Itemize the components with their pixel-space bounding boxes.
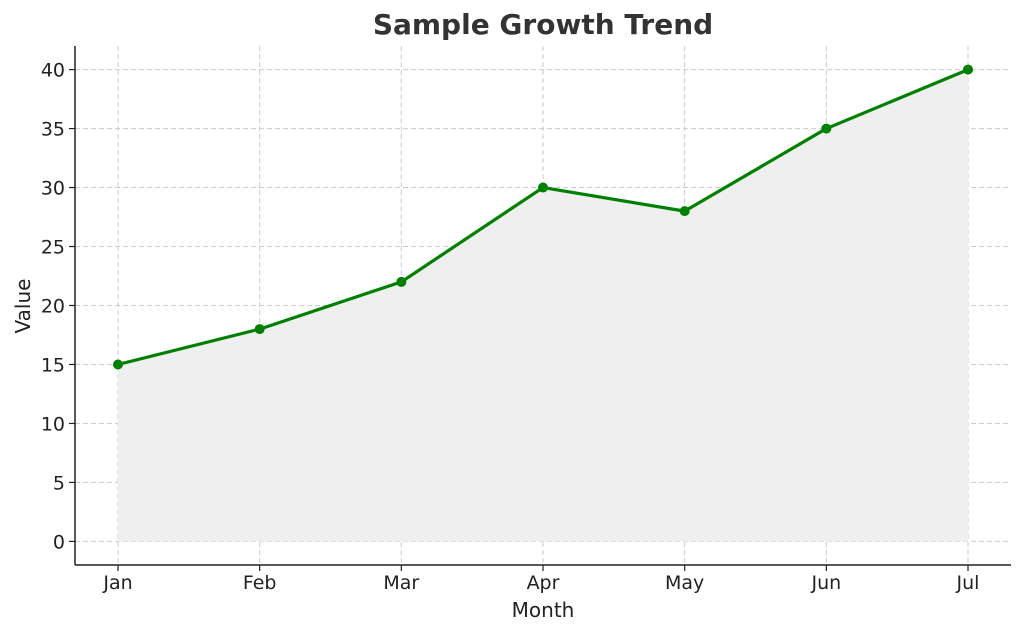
x-tick-label: Jan (102, 572, 132, 594)
y-ticks: 0 5 10 15 20 25 30 35 40 (41, 60, 75, 553)
x-tick-label: Jun (810, 572, 841, 594)
area-fill (118, 69, 968, 542)
y-axis-label: Value (11, 279, 35, 334)
y-tick-label: 30 (41, 178, 65, 200)
x-tick-label: May (665, 572, 704, 594)
x-tick-label: Apr (527, 572, 560, 594)
y-tick-label: 5 (53, 472, 65, 494)
data-point-may (679, 206, 690, 217)
data-point-jul (963, 64, 973, 75)
x-tick-label: Jul (956, 572, 980, 594)
x-ticks: Jan Feb Mar Apr May Jun Jul (102, 565, 979, 594)
x-tick-label: Feb (243, 572, 277, 594)
data-point-jun (821, 123, 832, 134)
data-point-apr (538, 182, 548, 193)
y-tick-label: 0 (53, 531, 65, 553)
data-point-feb (254, 324, 265, 335)
y-tick-label: 20 (41, 296, 65, 318)
x-tick-label: Mar (383, 572, 419, 594)
y-tick-label: 35 (41, 119, 65, 141)
chart-title: Sample Growth Trend (373, 8, 713, 41)
y-tick-label: 40 (41, 60, 65, 82)
y-tick-label: 10 (41, 413, 65, 435)
marker-layer (113, 64, 973, 370)
data-point-mar (396, 276, 407, 287)
data-point-jan (113, 359, 123, 370)
area-fill-layer (118, 69, 968, 542)
y-tick-label: 15 (41, 354, 65, 376)
x-axis-label: Month (512, 598, 575, 622)
y-tick-label: 25 (41, 237, 65, 259)
